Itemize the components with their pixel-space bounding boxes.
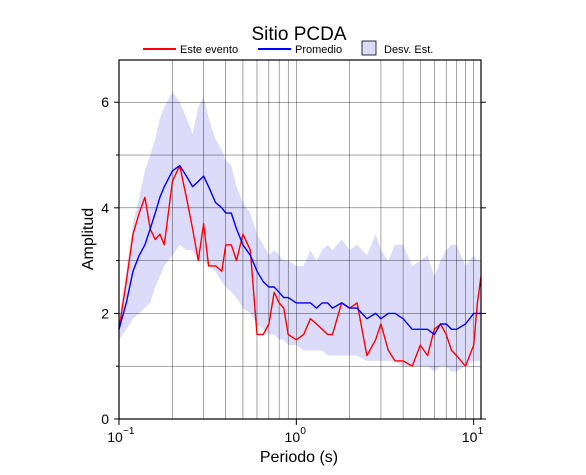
x-tick-label: 10: [107, 429, 123, 445]
y-tick-label: 4: [101, 200, 109, 216]
chart-title: Sitio PCDA: [251, 24, 346, 45]
std-dev-band: [119, 91, 481, 372]
series-line-promedio: [118, 164, 481, 336]
legend-label-desv-est: Desv. Est.: [384, 44, 433, 56]
y-tick-label: 6: [101, 94, 109, 110]
legend-swatch-desv-est: [361, 40, 377, 56]
y-tick-label: 2: [101, 305, 109, 321]
x-tick-label-exponent: 0: [300, 426, 306, 437]
plot-frame: [118, 59, 482, 420]
y-axis-label: Amplitud: [80, 208, 97, 270]
series-line-este-evento: [118, 164, 482, 367]
y-tick-label: 0: [101, 411, 109, 427]
x-tick-label-exponent: 1: [478, 426, 484, 437]
legend: Este evento Promedio Desv. Est.: [143, 40, 433, 56]
x-axis-label: Periodo (s): [260, 449, 338, 466]
x-tick-label: 10: [285, 429, 301, 445]
x-tick-label-exponent: −1: [123, 426, 135, 437]
x-tick-label: 10: [462, 429, 478, 445]
legend-label-este-evento: Este evento: [180, 44, 238, 56]
legend-label-promedio: Promedio: [295, 44, 342, 56]
